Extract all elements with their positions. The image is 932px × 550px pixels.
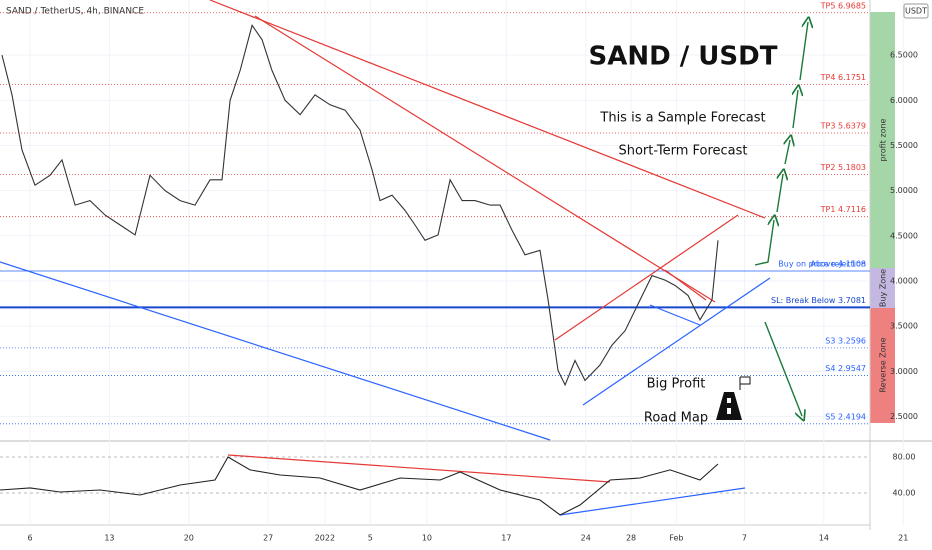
x-tick-label: 5 (368, 534, 373, 543)
y-tick-label: 5.5000 (890, 141, 918, 150)
annotation: Road Map (644, 411, 708, 426)
y-tick-label: 3.5000 (890, 322, 918, 331)
trendline (664, 269, 707, 301)
annotation: Short-Term Forecast (618, 144, 747, 159)
x-tick-label: 27 (263, 534, 273, 543)
y-tick-label: 40.00 (893, 488, 916, 497)
rsi-trendline (559, 487, 746, 516)
level-label: S4 2.9547 (825, 364, 866, 373)
y-tick-label: 4.0000 (890, 276, 918, 285)
x-tick-label: 2022 (315, 534, 335, 543)
x-tick-label: 21 (898, 534, 908, 543)
annotation: Big Profit (647, 377, 706, 392)
arrow (754, 220, 774, 266)
arrow (764, 321, 802, 416)
level-label: TP3 5.6379 (820, 122, 866, 131)
zone-label: Reverse Zone (879, 337, 888, 392)
level-label: TP1 4.7116 (820, 205, 866, 214)
x-tick-label: Feb (669, 534, 683, 543)
profit-zone (870, 12, 895, 268)
y-tick-label: 80.00 (893, 452, 916, 461)
headline: SAND / USDT (589, 42, 778, 72)
road-icon (716, 376, 751, 420)
arrow (785, 140, 790, 165)
x-tick-label: 6 (28, 534, 33, 543)
arrow (776, 174, 783, 213)
x-tick-label: 24 (581, 534, 591, 543)
x-tick-label: 7 (742, 534, 747, 543)
currency: USDT (905, 7, 927, 16)
x-tick-label: 20 (184, 534, 194, 543)
rsi-trendline (227, 454, 611, 483)
annotation: Buy on price rejection (778, 260, 866, 269)
x-tick-label: 14 (819, 534, 829, 543)
x-tick-label: 10 (422, 534, 432, 543)
annotation: This is a Sample Forecast (599, 111, 765, 126)
trendline (582, 277, 771, 406)
x-tick-label: 28 (626, 534, 636, 543)
price-line (0, 456, 719, 516)
reverse-zone (870, 308, 895, 423)
forecast-arrows (754, 22, 808, 416)
level-label: Above 4.1108 (810, 259, 866, 268)
y-tick-label: 6.0000 (890, 96, 918, 105)
y-tick-label: 6.5000 (890, 51, 918, 60)
level-label: TP4 6.1751 (820, 73, 866, 82)
symbol-title: SAND / TetherUS, 4h, BINANCE (6, 7, 144, 17)
trendline (209, 0, 766, 219)
y-tick-label: 3.0000 (890, 367, 918, 376)
arrow (793, 90, 798, 129)
trendline (254, 15, 716, 303)
level-label: S5 2.4194 (825, 412, 866, 421)
level-label: TP5 6.9685 (820, 1, 866, 10)
currency-badge (903, 3, 929, 19)
trendlines (0, 0, 771, 516)
trendline (0, 261, 551, 441)
y-tick-label: 5.0000 (890, 186, 918, 195)
level-label: SL: Break Below 3.7081 (771, 296, 866, 305)
trendline (649, 304, 701, 326)
level-label: S3 3.2596 (825, 336, 866, 345)
arrow (799, 22, 808, 81)
trendline (554, 214, 739, 341)
buy-zone (870, 268, 895, 308)
price-line (1, 24, 719, 387)
zone-label: profit zone (879, 118, 888, 161)
y-tick-label: 4.5000 (890, 231, 918, 240)
y-tick-label: 2.5000 (890, 412, 918, 421)
x-tick-label: 17 (501, 534, 511, 543)
x-tick-label: 13 (104, 534, 114, 543)
zone-label: Buy Zone (879, 269, 888, 307)
level-label: TP2 5.1803 (820, 163, 866, 172)
